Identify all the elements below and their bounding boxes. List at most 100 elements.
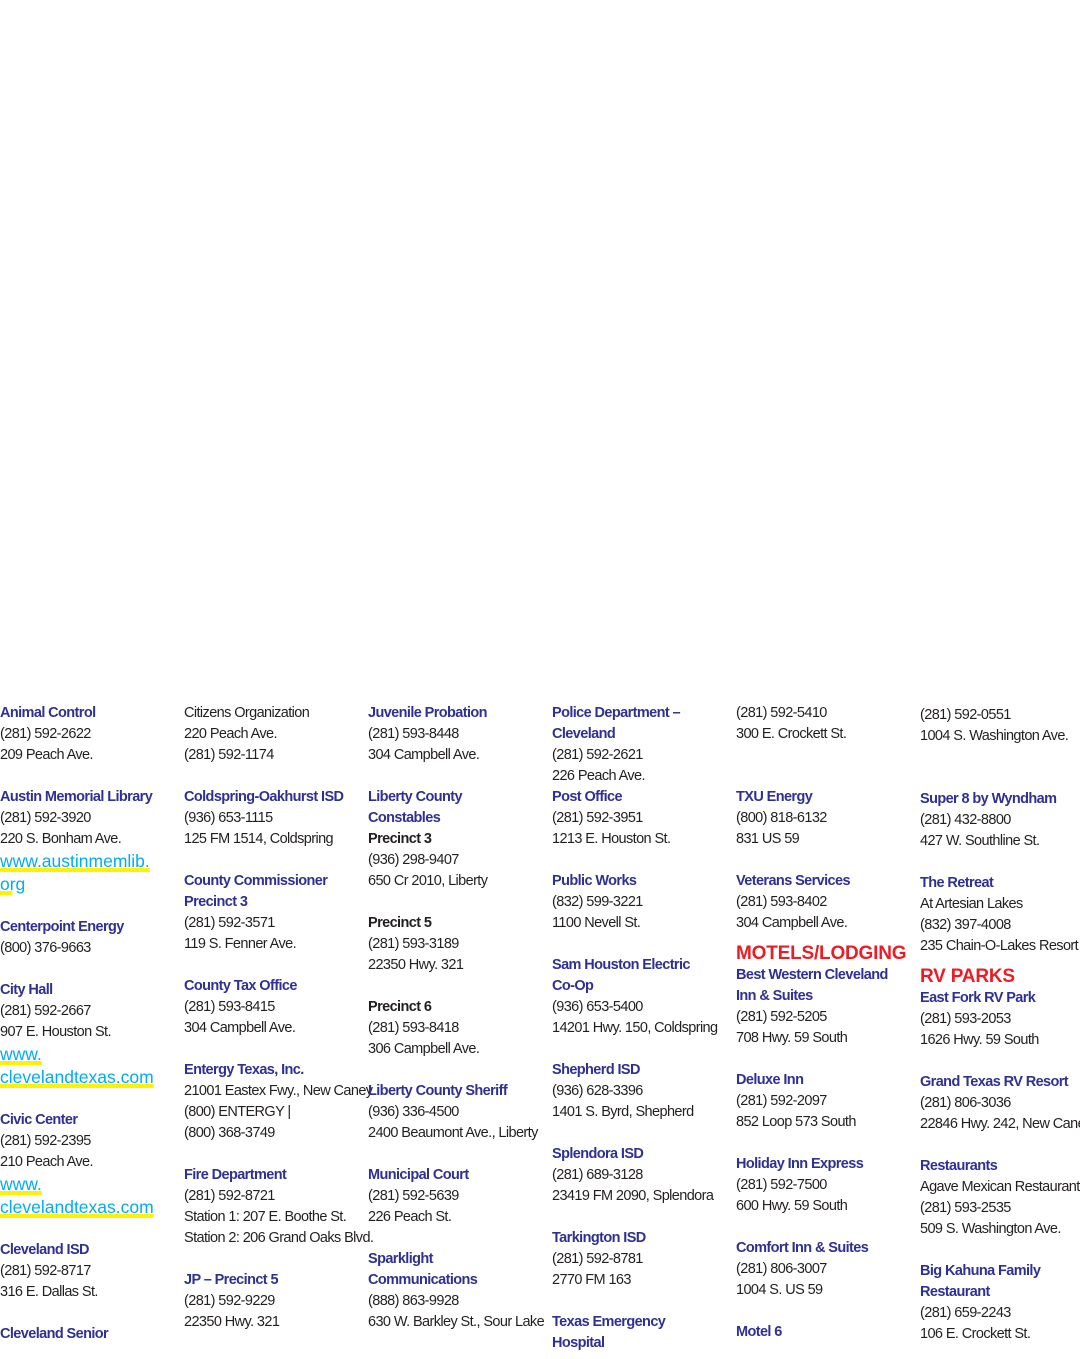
listing-address: 630 W. Barkley St., Sour Lake xyxy=(368,1314,545,1330)
listing-name: Municipal Court xyxy=(368,1167,469,1183)
listing-address: 220 Peach Ave. xyxy=(184,726,278,742)
listing-name: Splendora ISD xyxy=(552,1146,644,1162)
listing-phone: (281) 592-3951 xyxy=(552,810,643,826)
listing-phone: (281) 592-5205 xyxy=(736,1009,827,1025)
listing-address: 831 US 59 xyxy=(736,831,800,847)
listing-phone: (800) ENTERGY | (800) 368-3749 xyxy=(184,1104,291,1141)
listing-name: Austin Memorial Library xyxy=(0,789,153,805)
listing-name: City Hall xyxy=(0,982,53,998)
listing-address: 300 E. Crockett St. xyxy=(736,726,847,742)
listing-phone: (281) 432-8800 xyxy=(920,812,1011,828)
listing-address: 852 Loop 573 South xyxy=(736,1114,856,1130)
listing-address: 22846 Hwy. 242, New Caney xyxy=(920,1116,1080,1132)
listing-phone: (281) 593-2053 xyxy=(920,1011,1011,1027)
listing-name: County Tax Office xyxy=(184,978,297,994)
listing-name: Big Kahuna Family Restaurant xyxy=(920,1263,1041,1300)
city-hall-website-link-cont[interactable]: clevelandtexas.com xyxy=(0,1067,154,1087)
listing-address: 209 Peach Ave. xyxy=(0,747,94,763)
section-heading-rv-parks: RV PARKS xyxy=(920,966,1015,987)
listing-phone: (281) 806-3036 xyxy=(920,1095,1011,1111)
listing-address: 22350 Hwy. 321 xyxy=(184,1314,280,1330)
civic-center-website-link[interactable]: www. xyxy=(0,1174,42,1194)
listing-phone: (936) 653-1115 xyxy=(184,810,273,826)
listing-phone: (281) 592-2622 xyxy=(0,726,91,742)
listing-line: Agave Mexican Restaurant xyxy=(920,1179,1080,1195)
listing-line: At Artesian Lakes xyxy=(920,896,1023,912)
listing-name: Veterans Services xyxy=(736,873,851,889)
listing-phone: (281) 592-8781 xyxy=(552,1251,643,1267)
listing-name: Best Western Cleveland Inn & Suites xyxy=(736,967,888,1004)
listing-phone: (936) 336-4500 xyxy=(368,1104,459,1120)
listing-name: Centerpoint Energy xyxy=(0,919,124,935)
city-hall-website-link[interactable]: www. xyxy=(0,1044,42,1064)
listing-name: Holiday Inn Express xyxy=(736,1156,864,1172)
listing-address: 2400 Beaumont Ave., Liberty xyxy=(368,1125,538,1141)
listing-phone: (936) 653-5400 xyxy=(552,999,643,1015)
listing-name: The Retreat xyxy=(920,875,994,891)
listing-phone: (281) 592-7500 xyxy=(736,1177,827,1193)
listing-address: 1004 S. Washington Ave. xyxy=(920,728,1069,744)
listing-address: 600 Hwy. 59 South xyxy=(736,1198,848,1214)
listing-phone: (281) 659-2243 xyxy=(920,1305,1011,1321)
listing-name: County Commissioner Precinct 3 xyxy=(184,873,328,910)
listing-phone: (800) 818-6132 xyxy=(736,810,827,826)
listing-phone: (936) 628-3396 xyxy=(552,1083,643,1099)
listing-phone: (281) 592-3920 xyxy=(0,810,91,826)
directory-column-2: Citizens Organization 220 Peach Ave. (28… xyxy=(184,703,374,1333)
directory-column-6: (281) 592-0551 1004 S. Washington Ave. S… xyxy=(920,703,1080,1345)
listing-name: Restaurants xyxy=(920,1158,998,1174)
listing-phone: (281) 593-8418 xyxy=(368,1020,459,1036)
listing-phone: (281) 592-8717 xyxy=(0,1263,91,1279)
civic-center-website-link-cont[interactable]: clevelandtexas.com xyxy=(0,1197,154,1217)
listing-line: Citizens Organization xyxy=(184,705,310,721)
listing-phone: (281) 592-5410 xyxy=(736,705,827,721)
listing-address: Station 1: 207 E. Boothe St. xyxy=(184,1209,347,1225)
directory-column-3: Juvenile Probation (281) 593-8448 304 Ca… xyxy=(368,703,545,1333)
listing-address: 316 E. Dallas St. xyxy=(0,1284,98,1300)
listing-name: Animal Control xyxy=(0,705,96,721)
directory-column-4: Police Department – Cleveland (281) 592-… xyxy=(552,703,728,1354)
listing-name: Entergy Texas, Inc. xyxy=(184,1062,304,1078)
listing-phone: (281) 593-8448 xyxy=(368,726,459,742)
listing-address: 304 Campbell Ave. xyxy=(368,747,480,763)
listing-name: JP – Precinct 5 xyxy=(184,1272,279,1288)
listing-name: Super 8 by Wyndham xyxy=(920,791,1057,807)
listing-name: Juvenile Probation xyxy=(368,705,488,721)
listing-name: Police Department – Cleveland xyxy=(552,705,681,742)
listing-name: TXU Energy xyxy=(736,789,813,805)
listing-name: Fire Department xyxy=(184,1167,287,1183)
listing-phone: (281) 592-9229 xyxy=(184,1293,275,1309)
listing-phone: (281) 592-1174 xyxy=(184,747,274,763)
listing-address: 427 W. Southline St. xyxy=(920,833,1040,849)
listing-address: 220 S. Bonham Ave. xyxy=(0,831,122,847)
listing-address: 509 S. Washington Ave. xyxy=(920,1221,1061,1237)
listing-phone: (281) 592-5639 xyxy=(368,1188,459,1204)
listing-phone: (281) 689-3128 xyxy=(552,1167,643,1183)
listing-phone: (832) 599-3221 xyxy=(552,894,643,910)
listing-name: East Fork RV Park xyxy=(920,990,1036,1006)
directory-column-1: Animal Control (281) 592-2622 209 Peach … xyxy=(0,703,176,1345)
listing-name: Liberty County Sheriff xyxy=(368,1083,508,1099)
listing-phone: (281) 593-3189 xyxy=(368,936,459,952)
library-website-link-cont[interactable]: org xyxy=(0,874,26,894)
listing-phone: (281) 592-8721 xyxy=(184,1188,275,1204)
listing-phone: (281) 806-3007 xyxy=(736,1261,827,1277)
listing-phone: (281) 592-2395 xyxy=(0,1133,91,1149)
listing-phone: (800) 376-9663 xyxy=(0,940,91,956)
listing-subname: Precinct 5 xyxy=(368,915,432,931)
listing-address: 210 Peach Ave. xyxy=(0,1154,94,1170)
listing-address: 226 Peach Ave. xyxy=(552,768,646,784)
listing-name: Grand Texas RV Resort xyxy=(920,1074,1069,1090)
listing-phone: (888) 863-9928 xyxy=(368,1293,459,1309)
listing-address: Station 2: 206 Grand Oaks Blvd. xyxy=(184,1230,374,1246)
listing-name: Sparklight Communications xyxy=(368,1251,478,1288)
listing-address: 21001 Eastex Fwy., New Caney xyxy=(184,1083,373,1099)
listing-name: Post Office xyxy=(552,789,623,805)
listing-address: 2770 FM 163 xyxy=(552,1272,631,1288)
listing-address: 1626 Hwy. 59 South xyxy=(920,1032,1039,1048)
listing-name: Liberty County Constables xyxy=(368,789,463,826)
listing-name: Deluxe Inn xyxy=(736,1072,804,1088)
listing-address: 708 Hwy. 59 South xyxy=(736,1030,848,1046)
listing-address: 306 Campbell Ave. xyxy=(368,1041,480,1057)
library-website-link[interactable]: www.austinmemlib. xyxy=(0,851,150,871)
